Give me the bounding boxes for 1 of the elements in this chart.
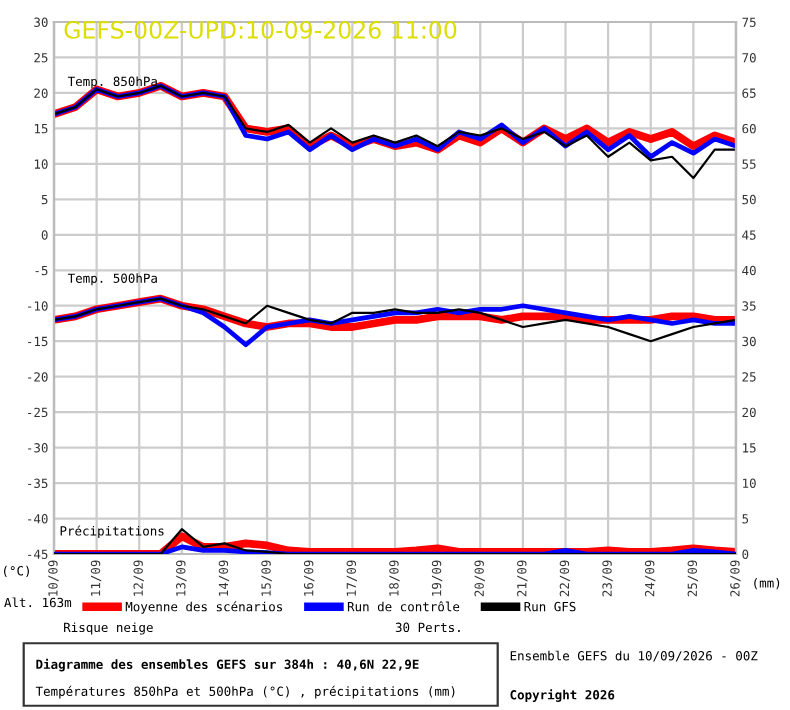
chart-title: GEFS-00Z-UPD:10-09-2026 11:00: [64, 20, 457, 39]
